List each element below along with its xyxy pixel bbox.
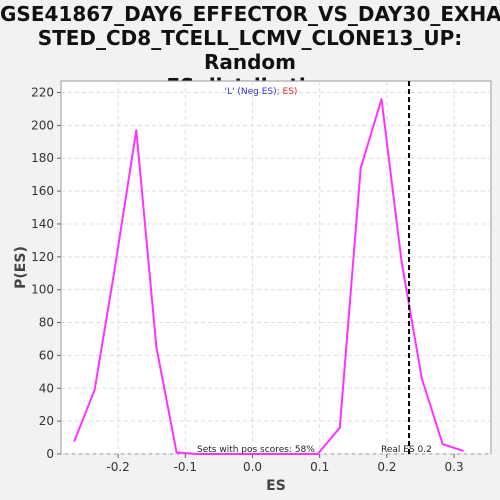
y-axis-title: P(ES) (13, 246, 29, 289)
y-tick-label: 220 (31, 86, 54, 100)
data-point (135, 129, 138, 132)
y-tick-label: 60 (39, 348, 54, 362)
x-tick-label: 0.1 (310, 460, 329, 474)
data-point (175, 451, 178, 454)
grid-lines (61, 81, 491, 455)
y-tick-label: 140 (31, 217, 54, 231)
x-axis-title: ES (266, 478, 286, 494)
y-tick-label: 20 (39, 414, 54, 428)
y-tick-label: 100 (31, 283, 54, 297)
data-point (195, 453, 198, 455)
data-point (93, 388, 96, 391)
data-point (215, 453, 218, 455)
legend: 'L' (Neg ES); ES) (225, 87, 298, 97)
series-group (73, 98, 464, 455)
y-tick-label: 180 (31, 151, 54, 165)
x-tick-label: 0.3 (445, 460, 464, 474)
data-point (420, 377, 423, 380)
y-tick-label: 0 (46, 447, 54, 461)
data-point (338, 426, 341, 429)
data-point (461, 449, 464, 452)
legend-part: 'L' (Neg ES) (225, 87, 277, 97)
data-point (73, 439, 76, 442)
data-point (276, 453, 279, 455)
y-tick-label: 40 (39, 381, 54, 395)
legend-part: ; (277, 87, 283, 97)
data-point (155, 346, 158, 349)
data-point (236, 453, 239, 455)
legend-part: ES) (283, 87, 298, 97)
data-point (113, 267, 116, 270)
data-point (380, 98, 383, 101)
plot-area (60, 80, 492, 455)
data-point (441, 443, 444, 446)
pos-scores-annotation: Sets with pos scores: 58% (197, 445, 315, 455)
y-axis: 0 20 40 60 80 100 120 140 160 180 200 220 (31, 86, 61, 461)
y-tick-label: 200 (31, 118, 54, 132)
data-point (400, 260, 403, 263)
y-tick-label: 80 (39, 316, 54, 330)
x-tick-label: 0.2 (377, 460, 396, 474)
series-line (73, 98, 464, 455)
data-point (256, 453, 259, 455)
real-es-label: Real ES 0.2 (381, 445, 432, 455)
data-point (296, 453, 299, 455)
y-tick-label: 160 (31, 184, 54, 198)
data-point (359, 167, 362, 170)
x-tick-label: -0.2 (106, 460, 129, 474)
data-point (316, 453, 319, 455)
x-axis: -0.2 -0.1 0.0 0.1 0.2 0.3 (106, 454, 464, 474)
x-tick-label: -0.1 (174, 460, 197, 474)
y-tick-label: 120 (31, 250, 54, 264)
x-tick-label: 0.0 (243, 460, 262, 474)
